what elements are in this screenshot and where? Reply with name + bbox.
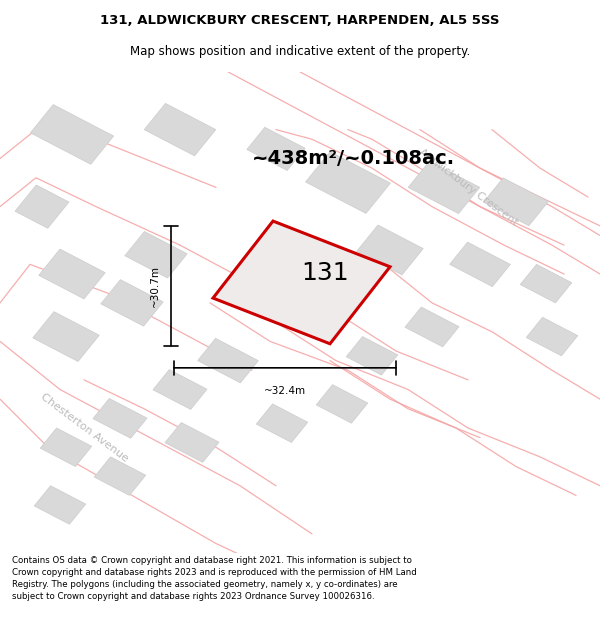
Text: Chesterton Avenue: Chesterton Avenue	[38, 392, 130, 464]
Polygon shape	[408, 161, 480, 214]
Polygon shape	[197, 338, 259, 383]
Polygon shape	[247, 127, 305, 171]
Polygon shape	[15, 185, 69, 228]
Text: Aldwickbury Crescent: Aldwickbury Crescent	[417, 147, 519, 228]
Text: 131, ALDWICKBURY CRESCENT, HARPENDEN, AL5 5SS: 131, ALDWICKBURY CRESCENT, HARPENDEN, AL…	[100, 14, 500, 27]
Polygon shape	[449, 242, 511, 287]
Polygon shape	[31, 104, 113, 164]
Polygon shape	[256, 404, 308, 442]
Polygon shape	[125, 231, 187, 278]
Polygon shape	[34, 486, 86, 524]
Polygon shape	[520, 264, 572, 303]
Polygon shape	[165, 422, 219, 462]
Text: ~438m²/~0.108ac.: ~438m²/~0.108ac.	[252, 149, 455, 168]
Polygon shape	[93, 399, 147, 438]
Polygon shape	[405, 307, 459, 347]
Polygon shape	[346, 336, 398, 375]
Text: 131: 131	[302, 261, 349, 285]
Polygon shape	[101, 279, 163, 326]
Polygon shape	[153, 369, 207, 409]
Polygon shape	[305, 152, 391, 213]
Polygon shape	[357, 225, 423, 275]
Polygon shape	[33, 312, 99, 361]
Polygon shape	[526, 318, 578, 356]
Polygon shape	[94, 457, 146, 496]
Text: ~30.7m: ~30.7m	[150, 265, 160, 307]
Polygon shape	[316, 384, 368, 423]
Text: Map shows position and indicative extent of the property.: Map shows position and indicative extent…	[130, 45, 470, 58]
Polygon shape	[144, 103, 216, 156]
Polygon shape	[39, 249, 105, 299]
Polygon shape	[484, 178, 548, 226]
Text: Contains OS data © Crown copyright and database right 2021. This information is : Contains OS data © Crown copyright and d…	[12, 556, 417, 601]
Polygon shape	[213, 221, 390, 344]
Polygon shape	[40, 428, 92, 466]
Text: ~32.4m: ~32.4m	[264, 386, 306, 396]
